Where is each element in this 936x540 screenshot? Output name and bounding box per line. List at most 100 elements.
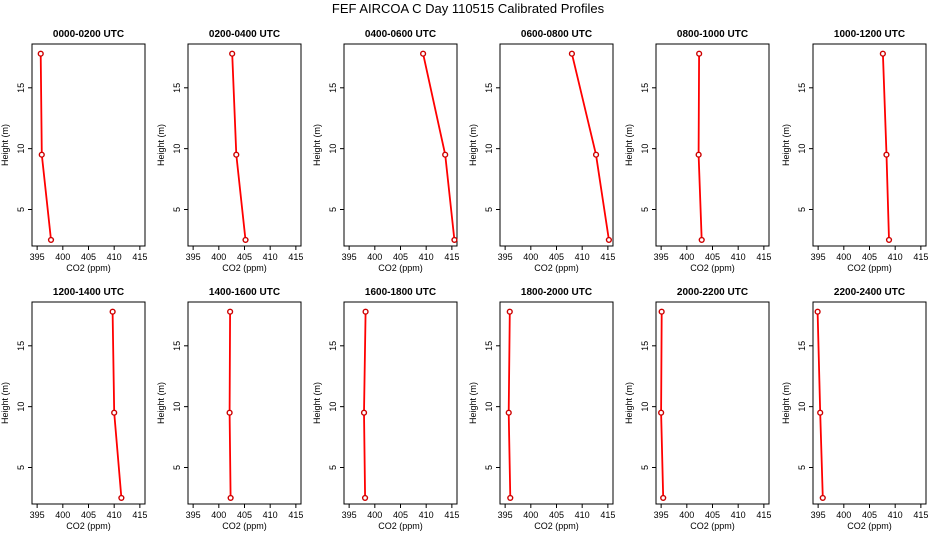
x-axis-label: CO2 (ppm) [66,263,111,273]
x-tick-label: 410 [575,252,590,262]
data-point [227,308,234,315]
y-tick-label: 5 [640,207,650,212]
chart-panel-9: 1600-1800 UTC 395 400 405 410 415 5 10 15 CO2 (pp… [312,287,459,531]
y-tick-label: 10 [16,402,26,412]
x-axis-label: CO2 (ppm) [847,263,892,273]
panel-title: 0400-0600 UTC [365,29,436,40]
x-axis-label: CO2 (ppm) [222,263,267,273]
x-axis-label: CO2 (ppm) [378,263,423,273]
panel-title: 0000-0200 UTC [53,29,124,40]
x-tick-label: 400 [367,252,382,262]
x-tick-label: 405 [237,510,252,520]
panel-title: 0600-0800 UTC [521,29,592,40]
x-tick-label: 400 [55,252,70,262]
y-tick-label: 15 [484,341,494,351]
y-axis-label: Height (m) [156,382,166,424]
data-point [229,50,236,57]
y-tick-label: 5 [172,207,182,212]
x-tick-label: 410 [888,252,903,262]
chart-panel-3: 0400-0600 UTC 395 400 405 410 415 5 10 15 CO2 (pp… [312,29,459,273]
y-axis-label: Height (m) [468,124,478,166]
data-point [360,409,368,416]
x-tick-label: 400 [211,252,226,262]
plot-frame [812,301,927,505]
y-tick-label: 5 [484,465,494,470]
y-axis-label: Height (m) [156,124,166,166]
y-tick-label: 15 [16,341,26,351]
data-point [226,409,233,416]
y-tick-label: 10 [640,144,650,154]
x-tick-label: 410 [107,252,122,262]
x-tick-label: 395 [654,252,669,262]
x-axis-label: CO2 (ppm) [690,521,735,531]
y-tick-label: 5 [16,207,26,212]
y-tick-label: 10 [484,402,494,412]
x-tick-label: 400 [211,510,226,520]
y-tick-label: 10 [484,144,494,154]
x-tick-label: 395 [498,252,513,262]
x-tick-label: 405 [393,252,408,262]
data-point [660,494,667,502]
panel-title: 2200-2400 UTC [834,287,905,298]
y-tick-label: 15 [484,83,494,93]
y-tick-label: 5 [640,465,650,470]
x-tick-label: 415 [288,252,303,262]
panel-title: 1000-1200 UTC [834,29,905,40]
chart-panel-11: 2000-2200 UTC 395 400 405 410 415 5 10 15 CO2 (pp… [624,287,771,531]
profile-line [422,53,456,240]
data-point [507,494,514,502]
y-tick-label: 10 [328,144,338,154]
chart-panel-5: 0800-1000 UTC 395 400 405 410 415 5 10 15 CO2 (pp… [624,29,771,273]
data-point [47,236,55,244]
y-axis-label: Height (m) [312,124,322,166]
x-tick-label: 395 [654,510,669,520]
data-point [698,236,705,244]
y-tick-label: 10 [172,402,182,412]
plot-frame [812,43,927,247]
x-tick-label: 400 [523,510,538,520]
x-tick-label: 410 [419,510,434,520]
plot-frame [499,43,614,247]
y-axis-label: Height (m) [781,124,791,166]
x-tick-label: 395 [342,252,357,262]
x-tick-label: 405 [549,510,564,520]
data-point [362,308,369,315]
x-axis-label: CO2 (ppm) [66,521,111,531]
data-point [883,151,890,158]
data-point [451,236,458,244]
x-axis-label: CO2 (ppm) [847,521,892,531]
x-tick-label: 405 [81,510,96,520]
chart-panel-12: 2200-2400 UTC 395 400 405 410 415 5 10 15 CO2 (pp… [781,287,928,531]
data-point [658,308,665,315]
data-point [111,409,118,416]
x-tick-label: 405 [705,252,720,262]
x-tick-label: 405 [237,252,252,262]
data-point [233,151,240,158]
profile-line [816,311,824,498]
y-tick-label: 5 [172,465,182,470]
chart-panel-7: 1200-1400 UTC 395 400 405 410 415 5 10 15 CO2 (pp… [0,287,147,531]
x-tick-label: 405 [705,510,720,520]
panel-title: 0800-1000 UTC [677,29,748,40]
x-tick-label: 415 [444,252,459,262]
x-tick-label: 400 [523,252,538,262]
panel-title: 1400-1600 UTC [209,287,280,298]
data-point [227,494,234,502]
chart-panel-2: 0200-0400 UTC 395 400 405 410 415 5 10 15 CO2 (pp… [156,29,303,273]
y-tick-label: 15 [797,341,807,351]
y-tick-label: 10 [16,144,26,154]
x-tick-label: 405 [862,510,877,520]
x-tick-label: 395 [186,510,201,520]
panel-title: 1200-1400 UTC [53,287,124,298]
x-axis-label: CO2 (ppm) [534,521,579,531]
x-tick-label: 405 [81,252,96,262]
data-point [37,50,44,57]
y-tick-label: 15 [640,83,650,93]
data-point [696,50,703,57]
x-tick-label: 410 [575,510,590,520]
figure-title: FEF AIRCOA C Day 110515 Calibrated Profi… [331,1,605,16]
x-tick-label: 415 [756,510,771,520]
data-point [38,151,45,158]
data-point [505,409,512,416]
